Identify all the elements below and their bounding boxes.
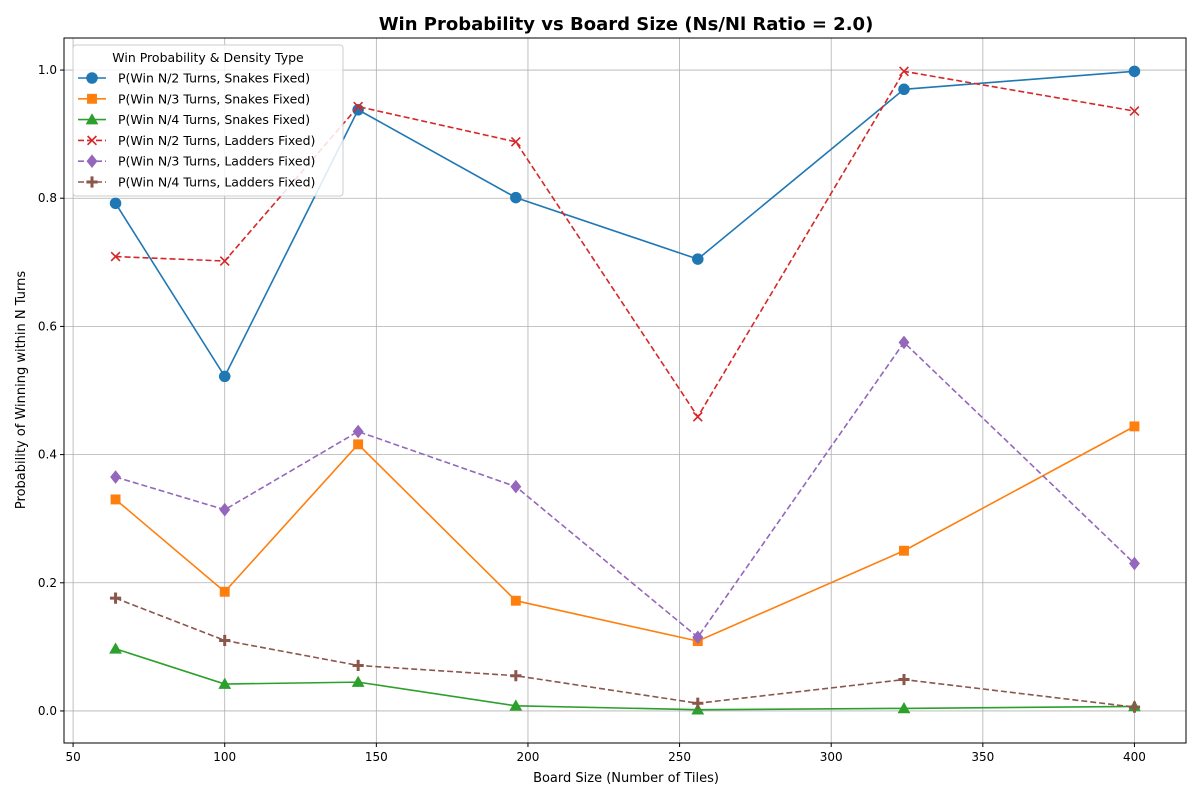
x-tick-label: 350 [971, 750, 994, 764]
data-point [351, 675, 365, 687]
data-point [218, 370, 231, 383]
grid [64, 38, 1186, 743]
data-point [898, 83, 910, 96]
data-point [510, 136, 521, 147]
data-point [691, 703, 705, 715]
legend-label: P(Win N/4 Turns, Ladders Fixed) [118, 175, 315, 190]
legend-label: P(Win N/4 Turns, Snakes Fixed) [118, 112, 310, 127]
y-tick-label: 0.2 [38, 576, 57, 590]
series-4 [110, 66, 1140, 422]
axes: 50 100 150 200 250 300 350 400 0.0 0.2 0.4 0.6 0.8 1.… [38, 37, 1187, 764]
data-point [353, 101, 364, 112]
x-tick-label: 50 [65, 750, 80, 764]
legend-item-1: P(Win N/2 Turns, Snakes Fixed) [78, 71, 310, 86]
data-point [110, 251, 121, 262]
data-point [219, 502, 231, 517]
data-point [510, 479, 522, 494]
data-point [353, 439, 364, 450]
data-point [510, 670, 522, 682]
series-group [109, 65, 1141, 715]
legend-title: Win Probability & Density Type [112, 50, 304, 65]
legend-item-2: P(Win N/3 Turns, Snakes Fixed) [78, 91, 310, 106]
data-point [1129, 106, 1140, 117]
y-tick-label: 0.8 [38, 191, 57, 205]
y-tick-label: 0.6 [38, 319, 57, 333]
data-point [218, 677, 232, 689]
legend-label: P(Win N/2 Turns, Ladders Fixed) [118, 133, 315, 148]
x-tick-label: 300 [820, 750, 843, 764]
legend-marker [86, 154, 98, 168]
y-axis-label: Probability of Winning within N Turns [14, 271, 29, 509]
legend-marker [87, 93, 97, 104]
legend-label: P(Win N/3 Turns, Ladders Fixed) [118, 154, 315, 169]
data-point [1129, 556, 1140, 571]
data-point [219, 634, 231, 647]
x-axis-label: Board Size (Number of Tiles) [533, 771, 719, 786]
legend-box [72, 44, 344, 197]
data-point [897, 701, 911, 714]
series-5 [110, 335, 1140, 645]
x-tick-label: 100 [213, 750, 236, 764]
legend-item-3: P(Win N/4 Turns, Snakes Fixed) [78, 112, 310, 127]
x-tick-label: 150 [365, 750, 388, 764]
data-point [109, 197, 122, 210]
legend-marker [85, 113, 99, 125]
data-point [219, 256, 230, 267]
chart-title: Win Probability vs Board Size (Ns/Nl Rat… [379, 14, 874, 35]
data-point [692, 253, 704, 265]
data-point [692, 411, 703, 422]
legend-item-6: P(Win N/4 Turns, Ladders Fixed) [78, 175, 315, 190]
legend-marker [86, 176, 98, 188]
data-point [219, 586, 230, 597]
data-point [109, 642, 122, 654]
y-tick-label: 0.4 [38, 448, 57, 462]
data-point [352, 659, 364, 672]
data-point [898, 335, 910, 350]
legend-marker [86, 72, 98, 84]
data-point [352, 424, 364, 439]
data-point [510, 191, 522, 204]
data-point [1128, 65, 1141, 78]
data-point [509, 699, 523, 711]
legend-marker [87, 135, 97, 146]
plot-frame [63, 37, 1187, 744]
data-point [692, 630, 704, 645]
data-point [899, 545, 909, 556]
legend-item-5: P(Win N/3 Turns, Ladders Fixed) [78, 154, 315, 169]
data-point [1129, 421, 1140, 432]
legend: Win Probability & Density Type P(Win N/2… [72, 44, 344, 197]
legend-item-4: P(Win N/2 Turns, Ladders Fixed) [78, 133, 315, 148]
legend-label: P(Win N/2 Turns, Snakes Fixed) [118, 71, 310, 86]
y-tick-label: 0.0 [38, 704, 57, 718]
x-tick-label: 250 [668, 750, 691, 764]
data-point [109, 592, 122, 604]
data-point [1128, 701, 1141, 713]
data-point [110, 494, 121, 505]
data-point [510, 595, 521, 606]
y-tick-label: 1.0 [38, 63, 57, 77]
series-6 [109, 592, 1141, 713]
data-point [898, 673, 910, 686]
data-point [899, 66, 909, 77]
series-1 [109, 65, 1141, 383]
data-point [692, 697, 704, 709]
data-point [110, 470, 121, 484]
x-tick-label: 200 [517, 750, 540, 764]
legend-label: P(Win N/3 Turns, Snakes Fixed) [118, 91, 310, 106]
x-tick-label: 400 [1123, 750, 1146, 764]
